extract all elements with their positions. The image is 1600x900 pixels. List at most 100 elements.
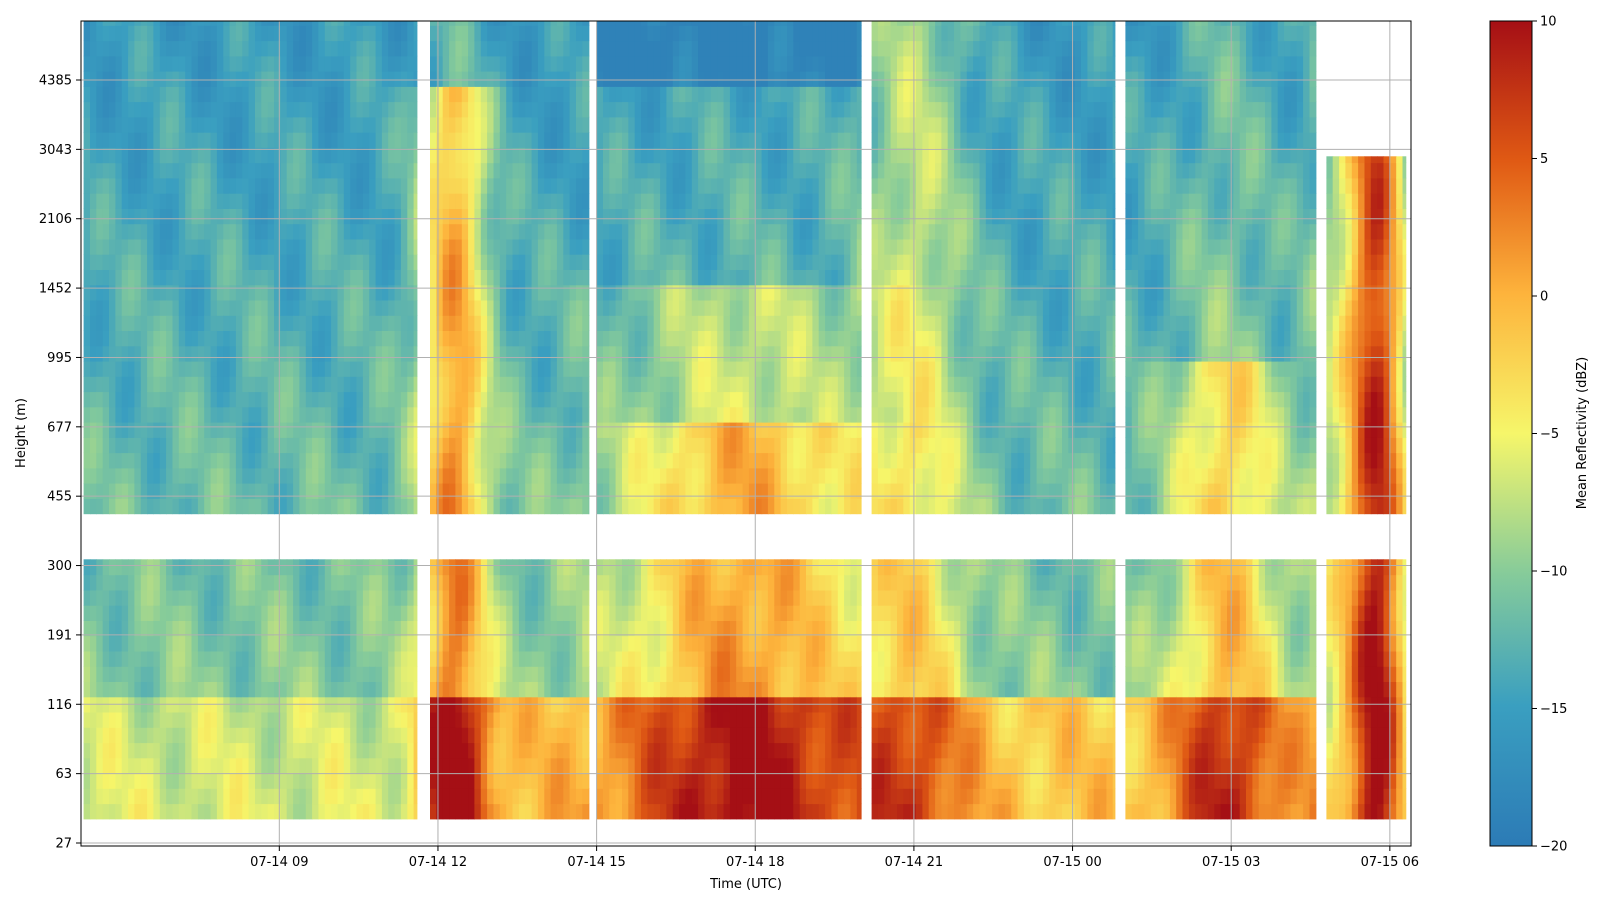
heatmap-cell [615,391,623,408]
heatmap-cell [394,208,402,225]
heatmap-cell [204,0,211,11]
heatmap-cell [109,467,116,484]
heatmap-cell [140,116,148,133]
heatmap-cell [102,681,110,698]
heatmap-cell [128,422,135,438]
heatmap-cell [413,559,418,576]
heatmap-cell [261,299,269,316]
heatmap-cell [449,21,456,26]
heatmap-cell [217,0,224,11]
heatmap-cell [430,605,437,621]
heatmap-cell [596,223,604,240]
heatmap-cell [582,376,590,393]
heatmap-cell [369,620,377,637]
heatmap-cell [166,25,173,42]
heatmap-cell [512,193,520,209]
heatmap-cell [286,483,294,499]
heatmap-cell [83,589,91,606]
heatmap-cell [506,162,514,179]
heatmap-cell [178,21,186,26]
heatmap-cell [596,330,604,347]
heatmap-cell [596,86,604,103]
heatmap-cell [537,269,545,286]
heatmap-cell [185,193,193,209]
heatmap-cell [343,498,351,515]
heatmap-cell [603,147,610,164]
heatmap-cell [140,498,148,515]
heatmap-cell [312,757,319,774]
heatmap-cell [455,376,463,393]
heatmap-cell [356,25,364,42]
heatmap-cell [121,345,129,362]
heatmap-cell [204,55,212,72]
heatmap-cell [556,376,564,393]
heatmap-cell [331,467,338,484]
heatmap-cell [582,193,590,209]
heatmap-cell [128,406,135,423]
heatmap-cell [556,772,564,789]
heatmap-cell [615,345,623,362]
heatmap-cell [210,727,218,744]
heatmap-cell [267,284,275,301]
heatmap-cell [499,55,507,72]
heatmap-cell [596,772,604,789]
heatmap-cell [223,330,231,347]
heatmap-cell [293,666,300,682]
heatmap-cell [576,788,583,805]
heatmap-cell [449,25,456,42]
heatmap-cell [305,254,313,270]
heatmap-cell [436,208,444,225]
heatmap-cell [388,559,396,576]
heatmap-cell [166,238,173,255]
heatmap-cell [350,21,358,26]
heatmap-cell [280,269,288,286]
heatmap-cell [153,742,161,759]
heatmap-cell [375,681,383,698]
heatmap-cell [299,559,307,576]
heatmap-cell [312,71,319,87]
heatmap-cell [318,620,326,637]
heatmap-cell [286,452,294,469]
heatmap-cell [569,177,577,194]
heatmap-cell [487,727,494,744]
heatmap-cell [400,284,408,301]
heatmap-cell [660,711,667,728]
heatmap-cell [603,772,610,789]
heatmap-cell [109,360,116,377]
heatmap-cell [140,559,148,576]
heatmap-cell [369,788,377,805]
heatmap-cell [666,21,674,26]
heatmap-cell [343,422,351,438]
heatmap-cell [436,711,444,728]
heatmap-cell [582,635,590,652]
heatmap-cell [90,727,97,744]
heatmap-cell [480,284,488,301]
heatmap-cell [660,238,667,255]
heatmap-cell [185,177,193,194]
heatmap-cell [537,772,545,789]
heatmap-cell [134,147,142,164]
heatmap-cell [487,772,494,789]
heatmap-cell [582,559,590,576]
heatmap-cell [90,55,97,72]
heatmap-cell [563,101,571,118]
heatmap-cell [350,132,358,148]
heatmap-cell [166,193,173,209]
heatmap-cell [166,330,173,347]
heatmap-cell [474,40,482,57]
heatmap-cell [660,315,667,331]
heatmap-cell [436,757,444,774]
heatmap-cell [461,376,469,393]
heatmap-cell [172,254,180,270]
heatmap-cell [474,315,482,331]
heatmap-cell [449,376,456,393]
heatmap-cell [443,0,450,11]
heatmap-cell [96,788,104,805]
heatmap-cell [474,269,482,286]
heatmap-cell [512,55,520,72]
heatmap-cell [381,116,389,133]
heatmap-cell [468,742,475,759]
heatmap-cell [331,284,338,301]
heatmap-cell [343,345,351,362]
heatmap-cell [204,391,212,408]
